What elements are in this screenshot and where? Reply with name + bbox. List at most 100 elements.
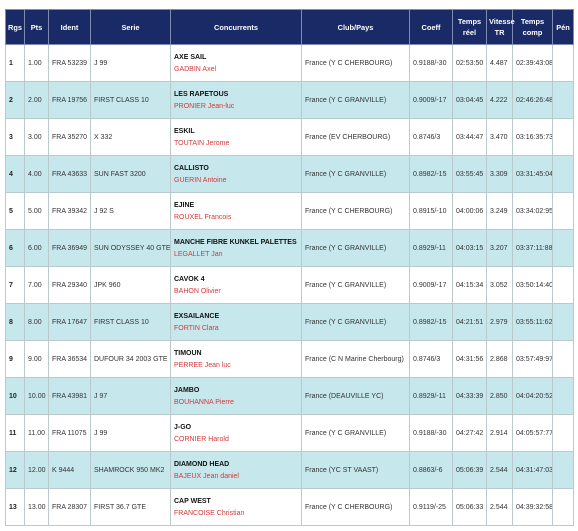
table-row[interactable]: 11 11.00 FRA 11075 J 99 J-GO CORNIER Harold Fr…	[5, 414, 574, 452]
speed-cell: 3.309	[486, 155, 513, 193]
competitor-cell: EXSAILANCE FORTIN Clara	[170, 303, 302, 341]
table-row[interactable]: 9 9.00 FRA 36534 DUFOUR 34 2003 GTE TIMOUN PE…	[5, 340, 574, 378]
coeff-cell: 0.8746/3	[409, 118, 453, 156]
skipper-name: PRONIER Jean-luc	[174, 102, 235, 110]
header-speed-line1: Vitesse	[489, 17, 515, 26]
points-cell: 12.00	[24, 451, 49, 489]
coeff-cell: 0.8982/-15	[409, 155, 453, 193]
real-time-cell: 04:15:34	[452, 266, 487, 304]
speed-cell: 2.544	[486, 488, 513, 526]
rank-cell: 3	[5, 118, 25, 156]
club-cell: France (Y C GRANVILLE)	[301, 414, 410, 452]
points-cell: 9.00	[24, 340, 49, 378]
comp-time-cell: 03:37:11:88	[512, 229, 553, 267]
real-time-cell: 04:03:15	[452, 229, 487, 267]
penalty-cell	[552, 155, 574, 193]
header-comp-time[interactable]: Temps comp	[512, 9, 553, 45]
ident-cell: FRA 53239	[48, 44, 91, 82]
coeff-cell: 0.9009/-17	[409, 81, 453, 119]
table-row[interactable]: 10 10.00 FRA 43981 J 97 JAMBO BOUHANNA Pierre…	[5, 377, 574, 415]
header-serie[interactable]: Serie	[90, 9, 171, 45]
real-time-cell: 02:53:50	[452, 44, 487, 82]
comp-time-cell: 03:50:14:40	[512, 266, 553, 304]
speed-cell: 3.249	[486, 192, 513, 230]
comp-time-cell: 03:34:02:95	[512, 192, 553, 230]
table-row[interactable]: 7 7.00 FRA 29340 JPK 960 CAVOK 4 BAHON Olivie…	[5, 266, 574, 304]
points-cell: 8.00	[24, 303, 49, 341]
real-time-cell: 04:27:42	[452, 414, 487, 452]
header-real-time[interactable]: Temps réel	[452, 9, 487, 45]
club-cell: France (Y C CHERBOURG)	[301, 44, 410, 82]
speed-cell: 2.544	[486, 451, 513, 489]
comp-time-cell: 04:05:57:77	[512, 414, 553, 452]
table-row[interactable]: 4 4.00 FRA 43633 SUN FAST 3200 CALLISTO GUERI…	[5, 155, 574, 193]
boat-name: J-GO	[174, 423, 192, 431]
points-cell: 3.00	[24, 118, 49, 156]
competitor-cell: AXE SAIL GADBIN Axel	[170, 44, 302, 82]
competitor-cell: CAVOK 4 BAHON Olivier	[170, 266, 302, 304]
skipper-name: LEGALLET Jan	[174, 250, 223, 258]
table-row[interactable]: 1 1.00 FRA 53239 J 99 AXE SAIL GADBIN Axel Fra…	[5, 44, 574, 82]
boat-name: CAVOK 4	[174, 275, 205, 283]
coeff-cell: 0.8929/-11	[409, 229, 453, 267]
skipper-name: PERREE Jean luc	[174, 361, 231, 369]
real-time-cell: 03:04:45	[452, 81, 487, 119]
points-cell: 4.00	[24, 155, 49, 193]
table-row[interactable]: 13 13.00 FRA 28307 FIRST 36.7 GTE CAP WEST FR…	[5, 488, 574, 526]
comp-time-cell: 04:31:47:03	[512, 451, 553, 489]
table-row[interactable]: 2 2.00 FRA 19756 FIRST CLASS 10 LES RAPETOUS…	[5, 81, 574, 119]
coeff-cell: 0.9119/-25	[409, 488, 453, 526]
results-body: 1 1.00 FRA 53239 J 99 AXE SAIL GADBIN Axel Fra…	[5, 44, 574, 526]
coeff-cell: 0.8929/-11	[409, 377, 453, 415]
comp-time-cell: 03:16:35:73	[512, 118, 553, 156]
ident-cell: FRA 17647	[48, 303, 91, 341]
serie-cell: DUFOUR 34 2003 GTE	[90, 340, 171, 378]
comp-time-cell: 03:55:11:62	[512, 303, 553, 341]
serie-cell: FIRST CLASS 10	[90, 81, 171, 119]
rank-cell: 10	[5, 377, 25, 415]
table-row[interactable]: 6 6.00 FRA 36949 SUN ODYSSEY 40 GTE MANCHE F…	[5, 229, 574, 267]
penalty-cell	[552, 192, 574, 230]
points-cell: 7.00	[24, 266, 49, 304]
club-cell: France (YC ST VAAST)	[301, 451, 410, 489]
rank-cell: 1	[5, 44, 25, 82]
serie-cell: X 332	[90, 118, 171, 156]
coeff-cell: 0.9188/-30	[409, 44, 453, 82]
club-cell: France (Y C GRANVILLE)	[301, 81, 410, 119]
header-penalty[interactable]: Pén	[552, 9, 574, 45]
header-speed[interactable]: Vitesse TR	[486, 9, 515, 45]
competitor-cell: CALLISTO GUERIN Antoine	[170, 155, 302, 193]
rank-cell: 9	[5, 340, 25, 378]
points-cell: 11.00	[24, 414, 49, 452]
real-time-cell: 04:33:39	[452, 377, 487, 415]
header-club[interactable]: Club/Pays	[301, 9, 410, 45]
skipper-name: BAHON Olivier	[174, 287, 221, 295]
skipper-name: FRANCOISE Christian	[174, 509, 245, 517]
table-row[interactable]: 12 12.00 K 9444 SHAMROCK 950 MK2 DIAMOND HEA…	[5, 451, 574, 489]
competitor-cell: JAMBO BOUHANNA Pierre	[170, 377, 302, 415]
table-row[interactable]: 8 8.00 FRA 17647 FIRST CLASS 10 EXSAILANCE FO…	[5, 303, 574, 341]
club-cell: France (Y C GRANVILLE)	[301, 155, 410, 193]
serie-cell: FIRST 36.7 GTE	[90, 488, 171, 526]
table-row[interactable]: 3 3.00 FRA 35270 X 332 ESKIL TOUTAIN Jerome Fr…	[5, 118, 574, 156]
competitor-cell: LES RAPETOUS PRONIER Jean-luc	[170, 81, 302, 119]
speed-cell: 2.979	[486, 303, 513, 341]
penalty-cell	[552, 377, 574, 415]
header-ident[interactable]: Ident	[48, 9, 91, 45]
comp-time-cell: 03:57:49:97	[512, 340, 553, 378]
header-real-time-line1: Temps	[457, 17, 482, 26]
header-competitors[interactable]: Concurrents	[170, 9, 302, 45]
boat-name: CALLISTO	[174, 164, 209, 172]
header-rank[interactable]: Rgs	[5, 9, 25, 45]
penalty-cell	[552, 266, 574, 304]
boat-name: CAP WEST	[174, 497, 211, 505]
header-comp-time-line2: comp	[522, 28, 543, 37]
table-row[interactable]: 5 5.00 FRA 39342 J 92 S EJINE ROUXEL Francois…	[5, 192, 574, 230]
points-cell: 6.00	[24, 229, 49, 267]
penalty-cell	[552, 303, 574, 341]
competitor-cell: DIAMOND HEAD BAJEUX Jean daniel	[170, 451, 302, 489]
competitor-cell: CAP WEST FRANCOISE Christian	[170, 488, 302, 526]
header-pts[interactable]: Pts	[24, 9, 49, 45]
header-coeff[interactable]: Coeff	[409, 9, 453, 45]
